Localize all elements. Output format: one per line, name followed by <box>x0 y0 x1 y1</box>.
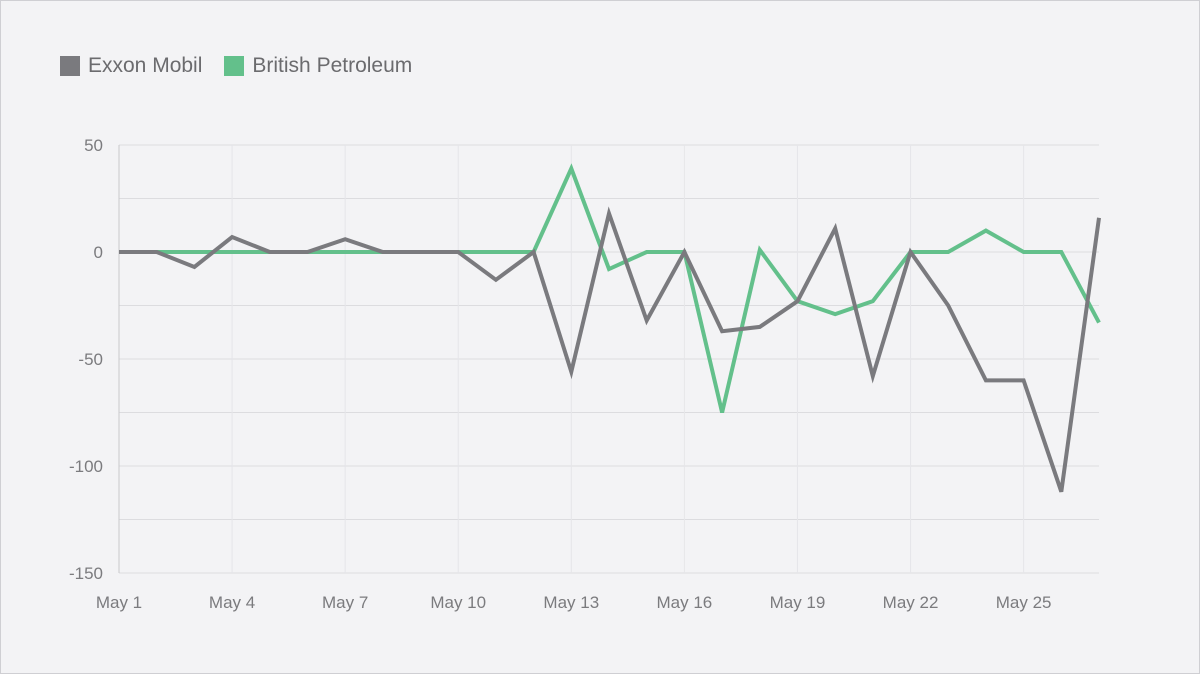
x-tick-label: May 16 <box>657 593 713 612</box>
y-tick-label: 0 <box>94 243 103 262</box>
x-tick-label: May 10 <box>430 593 486 612</box>
series-line-exxon <box>119 206 1101 493</box>
legend-item-exxon[interactable]: Exxon Mobil <box>60 54 202 78</box>
x-tick-label: May 19 <box>770 593 826 612</box>
x-tick-label: May 4 <box>209 593 255 612</box>
x-tick-label: May 25 <box>996 593 1052 612</box>
y-tick-label: 50 <box>84 136 103 155</box>
x-tick-label: May 7 <box>322 593 368 612</box>
y-tick-label: -100 <box>69 457 103 476</box>
legend-item-bp[interactable]: British Petroleum <box>224 54 412 78</box>
legend-label-exxon: Exxon Mobil <box>88 54 203 77</box>
legend-swatch-exxon <box>60 56 80 76</box>
legend-label-bp: British Petroleum <box>252 54 413 77</box>
x-tick-label: May 22 <box>883 593 939 612</box>
x-tick-label: May 13 <box>543 593 599 612</box>
series-line-bp <box>119 163 1101 413</box>
x-tick-label: May 1 <box>96 593 142 612</box>
legend-swatch-bp <box>224 56 245 76</box>
y-tick-label: -50 <box>78 350 103 369</box>
legend: Exxon Mobil British Petroleum <box>60 54 412 78</box>
y-tick-label: -150 <box>69 564 103 583</box>
